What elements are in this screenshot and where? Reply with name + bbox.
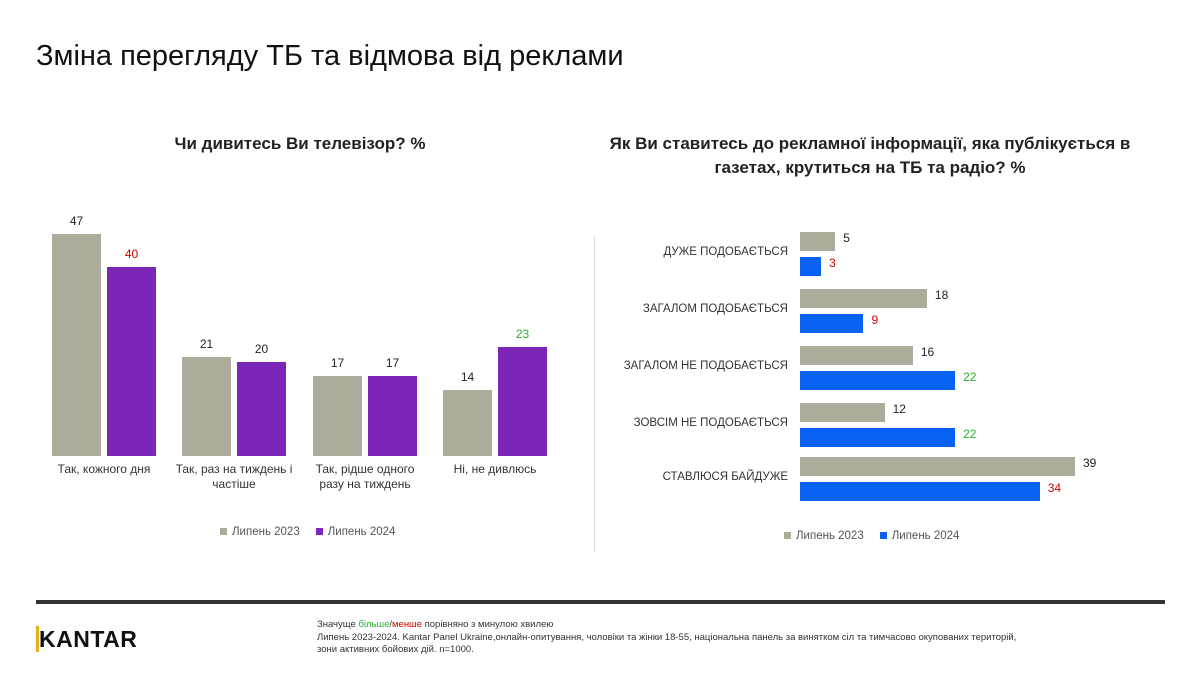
data-label: 5	[843, 231, 850, 245]
legend-swatch-2024	[879, 532, 887, 539]
bar-2023	[800, 232, 836, 251]
note-suffix: порівняно з минулою хвилею	[421, 619, 554, 630]
legend-item-2023: Липень 2023	[220, 526, 300, 538]
category-label: ЗОВСІМ НЕ ПОДОБАЄТЬСЯ	[633, 417, 788, 429]
category-label: Так, раз на тиждень і частіше	[175, 462, 293, 491]
right-bar-chart: 5 3 ДУЖЕ ПОДОБАЄТЬСЯ 18 9 ЗАГАЛОМ ПОДОБАЄТЬСЯ…	[600, 0, 1200, 600]
note-more: більше	[358, 619, 390, 630]
data-label: 14	[460, 369, 475, 384]
kantar-logo: KANTAR	[36, 626, 137, 653]
legend-label: Липень 2024	[891, 530, 960, 542]
page-title: Зміна перегляду ТБ та відмова від реклам…	[36, 40, 624, 72]
category-label: ДУЖЕ ПОДОБАЄТЬСЯ	[663, 246, 788, 258]
note-less: менше	[392, 619, 422, 630]
bar-2024	[800, 482, 1040, 501]
footer-notes: Значуще більше/менше порівняно з минулою…	[317, 619, 1037, 657]
bar-2024	[800, 257, 822, 276]
legend-swatch-2023	[220, 528, 227, 535]
footer-rule	[36, 600, 1165, 604]
legend-swatch-2023	[784, 532, 791, 539]
category-label: ЗАГАЛОМ ПОДОБАЄТЬСЯ	[642, 303, 788, 315]
bar-2024	[800, 428, 956, 447]
logo-k: K	[36, 626, 57, 652]
bar-2023	[800, 289, 927, 308]
left-bar-chart: 47 40 Так, кожного дня 21 20 Так, раз на тижд…	[0, 0, 600, 600]
right-chart-title: Як Ви ставитесь до рекламної інформації,…	[609, 134, 1131, 177]
data-label: 39	[1083, 456, 1097, 470]
data-label: 20	[254, 341, 269, 356]
data-label: 34	[1047, 481, 1062, 495]
bar-2023	[800, 457, 1075, 476]
category-label: СТАВЛЮСЯ БАЙДУЖЕ	[662, 471, 788, 483]
note-slash: /	[389, 619, 392, 630]
left-chart-title: Чи дивитесь Ви телевізор? %	[174, 134, 426, 153]
legend-label: Липень 2023	[232, 526, 300, 538]
category-label: Ні, не дивлюсь	[453, 462, 537, 476]
data-label: 47	[69, 214, 84, 228]
bar-2024	[498, 347, 547, 456]
right-legend: Липень 2023 Липень 2024	[784, 530, 959, 542]
bar-2024	[800, 371, 956, 390]
legend-item-2024: Липень 2024	[879, 530, 960, 542]
data-label: 17	[385, 355, 400, 370]
data-label: 12	[892, 402, 906, 416]
significance-note: Значуще більше/менше порівняно з минулою…	[317, 619, 1037, 632]
legend-item-2023: Липень 2023	[784, 530, 864, 542]
source-note: Липень 2023-2024. Kantar Panel Ukraine,о…	[317, 631, 1017, 656]
bar-2023	[800, 403, 885, 422]
legend-item-2024: Липень 2024	[315, 526, 396, 538]
bar-2024	[107, 267, 156, 456]
category-label: Так, кожного дня	[57, 462, 151, 476]
data-label: 21	[199, 336, 214, 351]
category-label: ЗАГАЛОМ НЕ ПОДОБАЄТЬСЯ	[623, 360, 788, 372]
data-label: 3	[829, 256, 836, 270]
data-label: 22	[963, 370, 977, 384]
data-label: 16	[920, 345, 935, 359]
left-legend: Липень 2023 Липень 2024	[220, 526, 395, 538]
data-label: 22	[963, 427, 977, 441]
bar-2024	[368, 375, 417, 456]
note-prefix: Значуще	[317, 619, 359, 630]
logo-rest: ANTAR	[56, 626, 138, 652]
legend-label: Липень 2023	[796, 530, 864, 542]
data-label: 9	[871, 313, 879, 327]
legend-swatch-2024	[315, 528, 323, 535]
category-label: Так, рідше одного разу на тиждень	[315, 462, 415, 491]
data-label: 18	[934, 288, 949, 302]
bar-2023	[313, 375, 362, 456]
bar-2023	[800, 346, 913, 365]
chart-divider	[594, 237, 595, 552]
bar-2024	[800, 314, 864, 333]
bar-2023	[443, 389, 492, 456]
data-label: 23	[515, 327, 530, 342]
bar-2023	[182, 356, 231, 456]
legend-label: Липень 2024	[327, 526, 396, 538]
data-label: 17	[330, 355, 345, 370]
data-label: 40	[124, 247, 139, 262]
bar-2024	[237, 361, 286, 456]
bar-2023	[52, 234, 101, 456]
